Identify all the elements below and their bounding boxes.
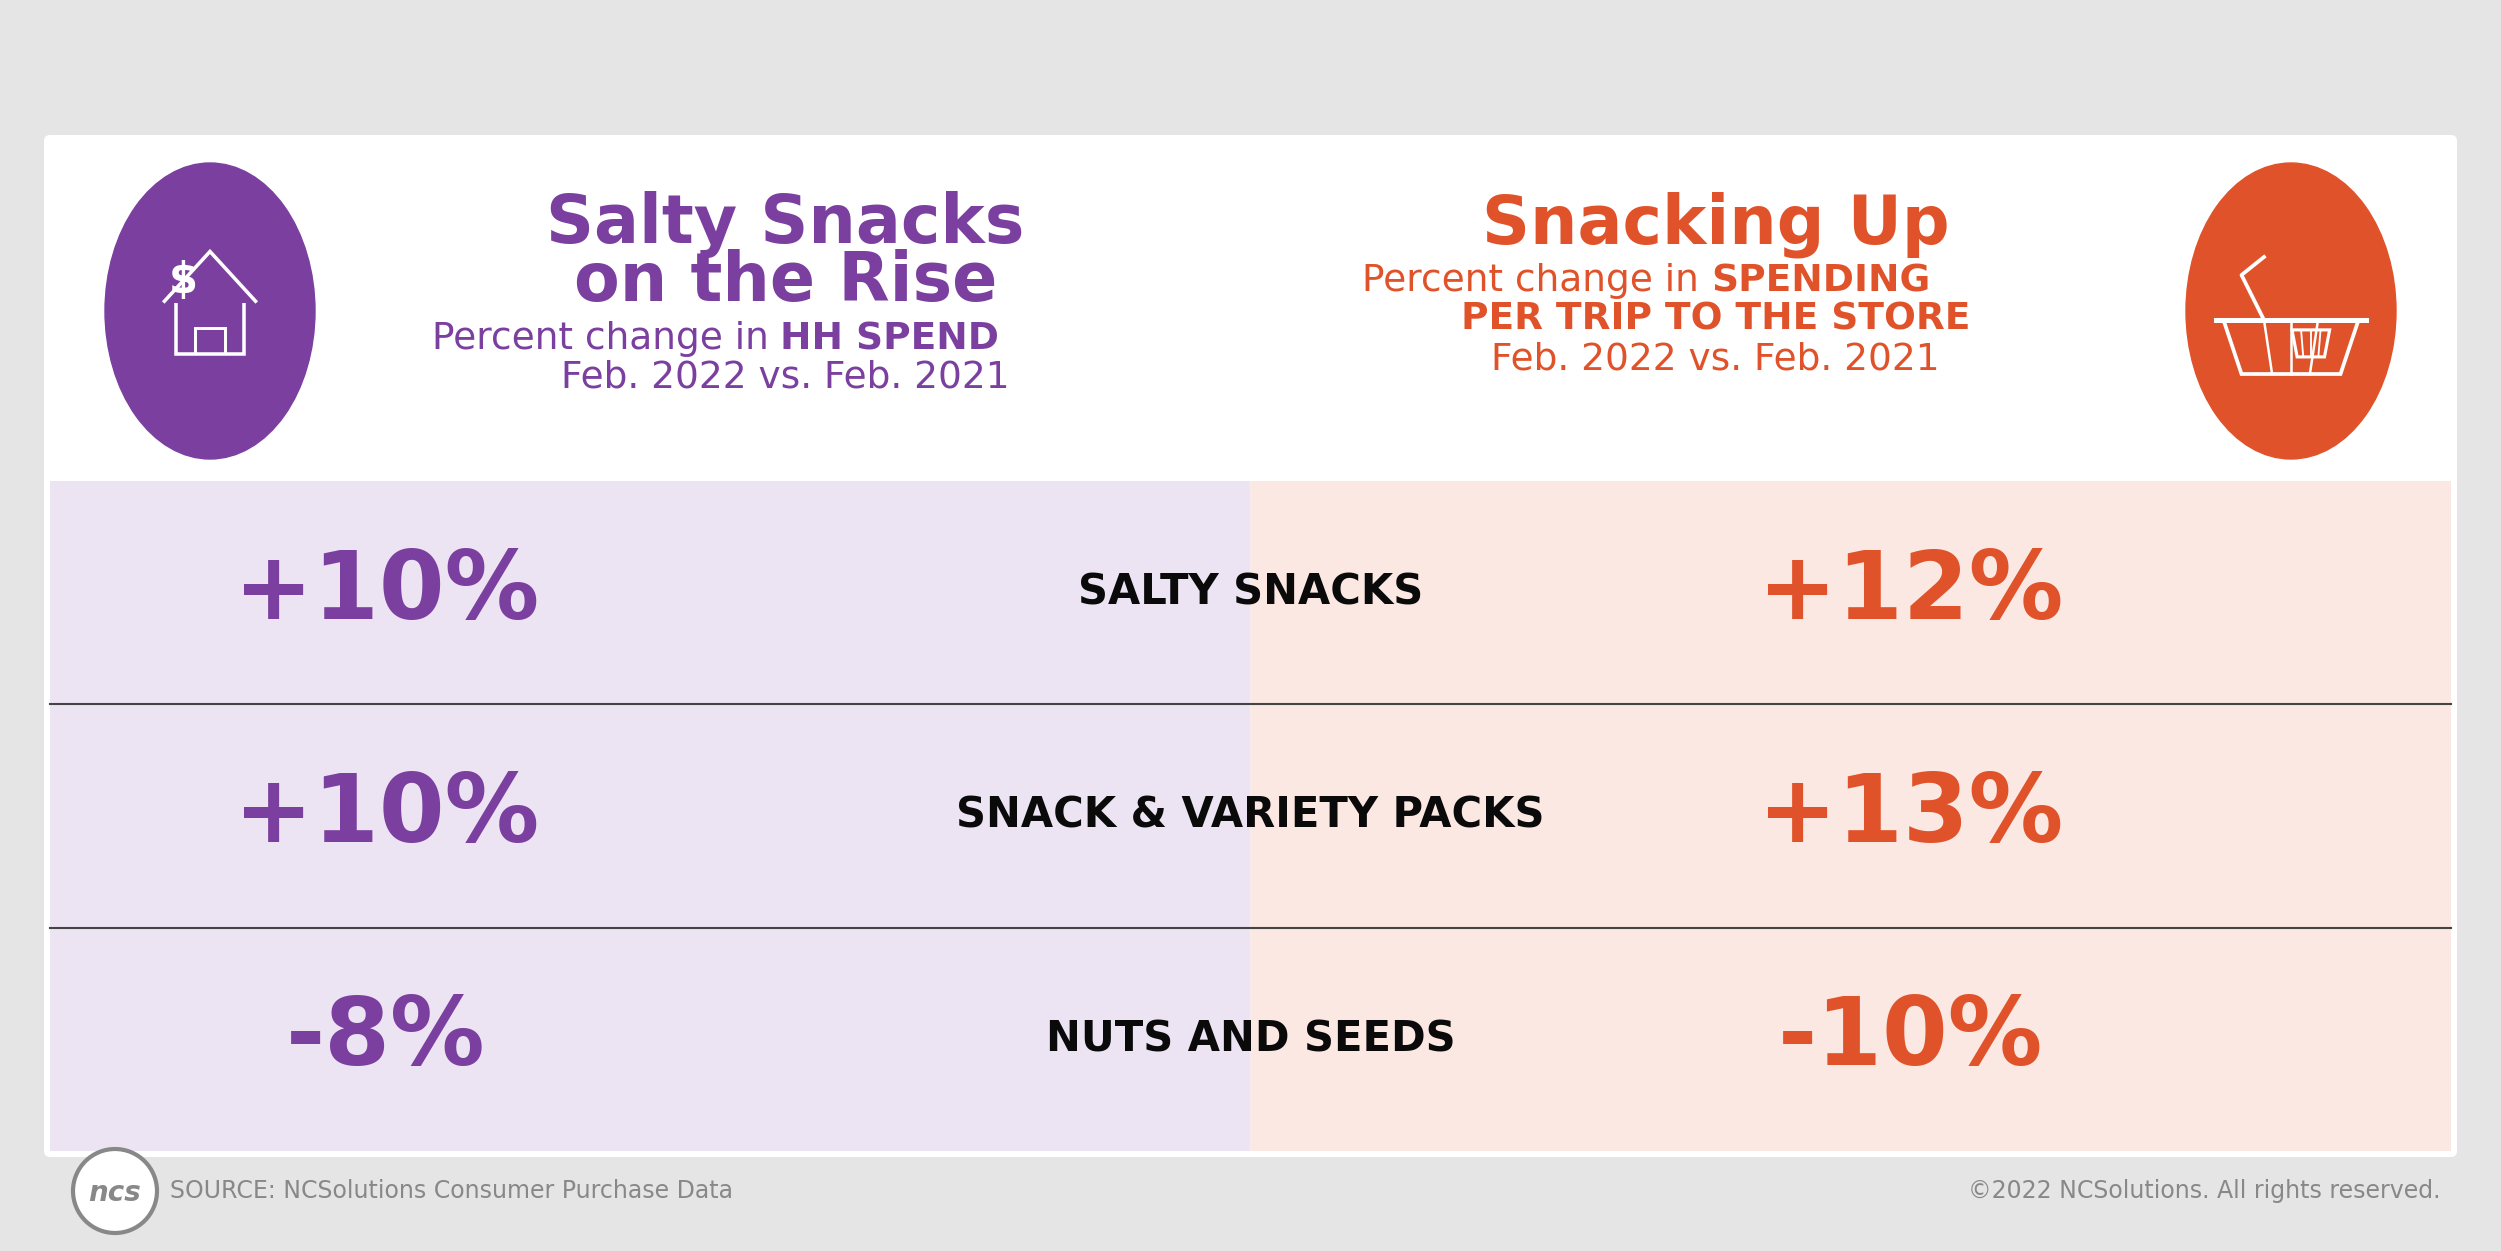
FancyBboxPatch shape — [50, 480, 1250, 704]
FancyBboxPatch shape — [1250, 704, 2451, 928]
Text: Snacking Up: Snacking Up — [1483, 191, 1951, 258]
Circle shape — [73, 1148, 158, 1233]
Text: +10%: +10% — [233, 771, 538, 862]
Text: ©2022 NCSolutions. All rights reserved.: ©2022 NCSolutions. All rights reserved. — [1968, 1178, 2441, 1203]
Ellipse shape — [105, 163, 315, 459]
Text: PER TRIP TO THE STORE: PER TRIP TO THE STORE — [1461, 301, 1971, 337]
Text: SALTY SNACKS: SALTY SNACKS — [1078, 572, 1423, 614]
Text: ncs: ncs — [88, 1178, 143, 1207]
Text: Feb. 2022 vs. Feb. 2021: Feb. 2022 vs. Feb. 2021 — [560, 359, 1010, 395]
Text: HH SPEND: HH SPEND — [780, 322, 1000, 357]
Text: SPENDING: SPENDING — [1711, 263, 1931, 299]
Text: Feb. 2022 vs. Feb. 2021: Feb. 2022 vs. Feb. 2021 — [1491, 342, 1941, 377]
Text: NUTS AND SEEDS: NUTS AND SEEDS — [1045, 1018, 1456, 1061]
Text: Salty Snacks: Salty Snacks — [545, 191, 1025, 258]
Ellipse shape — [2186, 163, 2396, 459]
Text: +12%: +12% — [1758, 547, 2063, 639]
Text: Percent change in: Percent change in — [433, 322, 780, 357]
Text: +13%: +13% — [1758, 771, 2063, 862]
Text: +10%: +10% — [233, 547, 538, 639]
FancyBboxPatch shape — [1250, 928, 2451, 1151]
Text: SOURCE: NCSolutions Consumer Purchase Data: SOURCE: NCSolutions Consumer Purchase Da… — [170, 1178, 733, 1203]
Text: SNACK & VARIETY PACKS: SNACK & VARIETY PACKS — [955, 794, 1546, 837]
Text: Percent change in: Percent change in — [1363, 263, 1711, 299]
FancyBboxPatch shape — [50, 704, 1250, 928]
Text: -8%: -8% — [285, 993, 485, 1086]
Text: -10%: -10% — [1778, 993, 2043, 1086]
FancyBboxPatch shape — [50, 928, 1250, 1151]
FancyBboxPatch shape — [45, 135, 2456, 1157]
Text: on the Rise: on the Rise — [573, 249, 998, 315]
Text: $: $ — [168, 260, 198, 303]
FancyBboxPatch shape — [1250, 480, 2451, 704]
